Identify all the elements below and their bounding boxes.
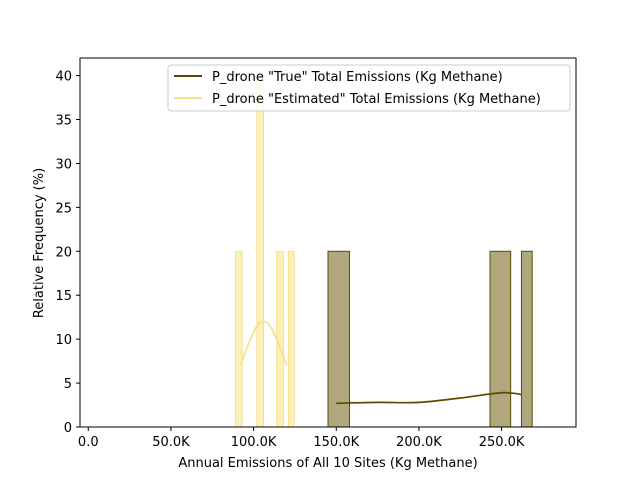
legend-box — [167, 64, 571, 112]
true-histogram-bar — [489, 250, 512, 428]
y-tick-label: 10 — [55, 333, 72, 348]
x-tick-label: 150.0K — [313, 435, 359, 450]
x-tick-label: 250.0K — [479, 435, 525, 450]
x-tick-label: 200.0K — [396, 435, 442, 450]
true-histogram-bar — [327, 250, 350, 428]
x-tick-label: 0.0 — [78, 435, 99, 450]
y-axis-label: Relative Frequency (%) — [32, 168, 47, 318]
kde-layer — [239, 320, 522, 405]
bars-layer — [234, 75, 533, 428]
y-tick-label: 5 — [64, 377, 72, 392]
estimated-kde-line — [239, 320, 288, 366]
true-histogram-bar — [520, 250, 533, 428]
y-axis: 0 5 10 15 20 25 30 35 40 — [55, 70, 80, 436]
y-tick-label: 25 — [55, 201, 72, 216]
y-tick-label: 20 — [55, 245, 72, 260]
x-axis-label: Annual Emissions of All 10 Sites (Kg Met… — [178, 456, 477, 471]
x-axis: 0.0 50.0K 100.0K 150.0K 200.0K 250.0K — [78, 427, 525, 450]
x-tick-label: 100.0K — [231, 435, 277, 450]
y-tick-label: 15 — [55, 289, 72, 304]
y-tick-label: 40 — [55, 70, 72, 85]
estimated-histogram-bar — [234, 250, 243, 428]
estimated-histogram-bar — [276, 250, 284, 428]
legend-label-estimated: P_drone "Estimated" Total Emissions (Kg … — [212, 92, 541, 107]
y-tick-label: 0 — [64, 421, 72, 436]
y-tick-label: 35 — [55, 114, 72, 129]
y-tick-label: 30 — [55, 157, 72, 172]
legend-label-true: P_drone "True" Total Emissions (Kg Metha… — [212, 70, 503, 85]
true-kde-line — [336, 391, 522, 405]
estimated-histogram-bar — [256, 75, 265, 428]
estimated-histogram-bar — [287, 250, 295, 428]
x-tick-label: 50.0K — [152, 435, 190, 450]
plot-frame — [79, 57, 577, 428]
legend: P_drone "True" Total Emissions (Kg Metha… — [167, 64, 571, 112]
